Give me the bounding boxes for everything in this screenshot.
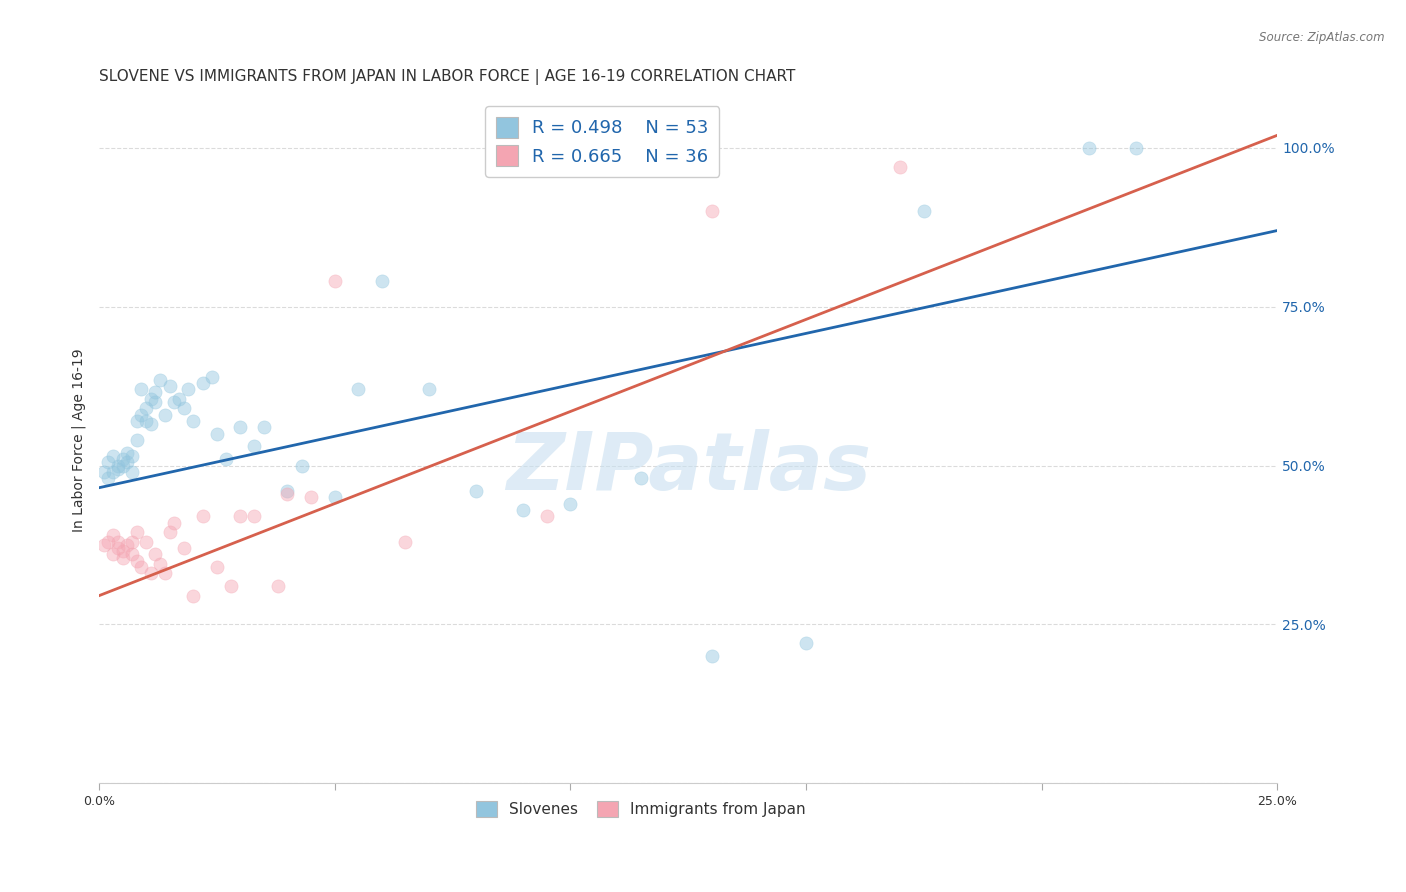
Point xyxy=(243,440,266,454)
Point xyxy=(121,465,143,479)
Point xyxy=(153,566,176,581)
Legend: Slovenes, Immigrants from Japan: Slovenes, Immigrants from Japan xyxy=(470,795,813,823)
Point xyxy=(125,414,148,428)
Point xyxy=(125,554,148,568)
Text: Source: ZipAtlas.com: Source: ZipAtlas.com xyxy=(1260,31,1385,45)
Point xyxy=(323,274,346,288)
Point xyxy=(536,509,558,524)
Point xyxy=(1077,141,1099,155)
Point xyxy=(177,382,200,396)
Point xyxy=(512,503,534,517)
Point xyxy=(107,541,129,555)
Point xyxy=(229,509,252,524)
Point xyxy=(97,471,120,485)
Point xyxy=(131,408,153,422)
Point xyxy=(173,541,195,555)
Point xyxy=(153,408,176,422)
Point xyxy=(125,433,148,447)
Point xyxy=(201,369,224,384)
Point xyxy=(163,395,186,409)
Point xyxy=(145,385,167,400)
Point xyxy=(560,497,582,511)
Point xyxy=(163,516,186,530)
Point xyxy=(115,538,138,552)
Point xyxy=(371,274,394,288)
Point xyxy=(267,579,290,593)
Point xyxy=(93,538,115,552)
Point xyxy=(131,560,153,574)
Point xyxy=(889,160,911,174)
Point xyxy=(181,414,204,428)
Point xyxy=(121,449,143,463)
Point xyxy=(121,534,143,549)
Y-axis label: In Labor Force | Age 16-19: In Labor Force | Age 16-19 xyxy=(72,348,86,532)
Point xyxy=(111,458,134,473)
Point xyxy=(173,401,195,416)
Point xyxy=(205,560,228,574)
Point xyxy=(139,566,162,581)
Point xyxy=(181,589,204,603)
Point xyxy=(465,483,488,498)
Point xyxy=(243,509,266,524)
Point xyxy=(139,417,162,432)
Point xyxy=(215,452,238,467)
Point xyxy=(93,465,115,479)
Point xyxy=(394,534,416,549)
Text: ZIPatlas: ZIPatlas xyxy=(506,428,870,507)
Point xyxy=(149,557,172,571)
Point xyxy=(191,509,214,524)
Point xyxy=(107,458,129,473)
Point xyxy=(700,648,723,663)
Point xyxy=(125,525,148,540)
Point xyxy=(97,534,120,549)
Point xyxy=(131,382,153,396)
Point xyxy=(276,487,298,501)
Point xyxy=(115,455,138,469)
Point xyxy=(253,420,276,434)
Point xyxy=(630,471,652,485)
Point xyxy=(418,382,440,396)
Point xyxy=(149,373,172,387)
Point xyxy=(145,395,167,409)
Point xyxy=(347,382,370,396)
Point xyxy=(159,525,181,540)
Point xyxy=(111,550,134,565)
Point xyxy=(135,414,157,428)
Point xyxy=(111,544,134,558)
Point xyxy=(323,490,346,504)
Point xyxy=(219,579,242,593)
Point xyxy=(135,401,157,416)
Point xyxy=(167,392,190,406)
Point xyxy=(291,458,314,473)
Point xyxy=(107,534,129,549)
Point xyxy=(229,420,252,434)
Point xyxy=(299,490,322,504)
Point xyxy=(101,528,124,542)
Point xyxy=(139,392,162,406)
Point xyxy=(101,449,124,463)
Point xyxy=(1125,141,1147,155)
Point xyxy=(145,548,167,562)
Point xyxy=(159,379,181,393)
Point xyxy=(121,548,143,562)
Point xyxy=(135,534,157,549)
Point xyxy=(101,465,124,479)
Point xyxy=(700,204,723,219)
Text: SLOVENE VS IMMIGRANTS FROM JAPAN IN LABOR FORCE | AGE 16-19 CORRELATION CHART: SLOVENE VS IMMIGRANTS FROM JAPAN IN LABO… xyxy=(98,69,796,85)
Point xyxy=(107,461,129,475)
Point xyxy=(912,204,935,219)
Point xyxy=(794,636,817,650)
Point xyxy=(111,452,134,467)
Point xyxy=(205,426,228,441)
Point xyxy=(115,446,138,460)
Point xyxy=(101,548,124,562)
Point xyxy=(97,455,120,469)
Point xyxy=(191,376,214,390)
Point xyxy=(276,483,298,498)
